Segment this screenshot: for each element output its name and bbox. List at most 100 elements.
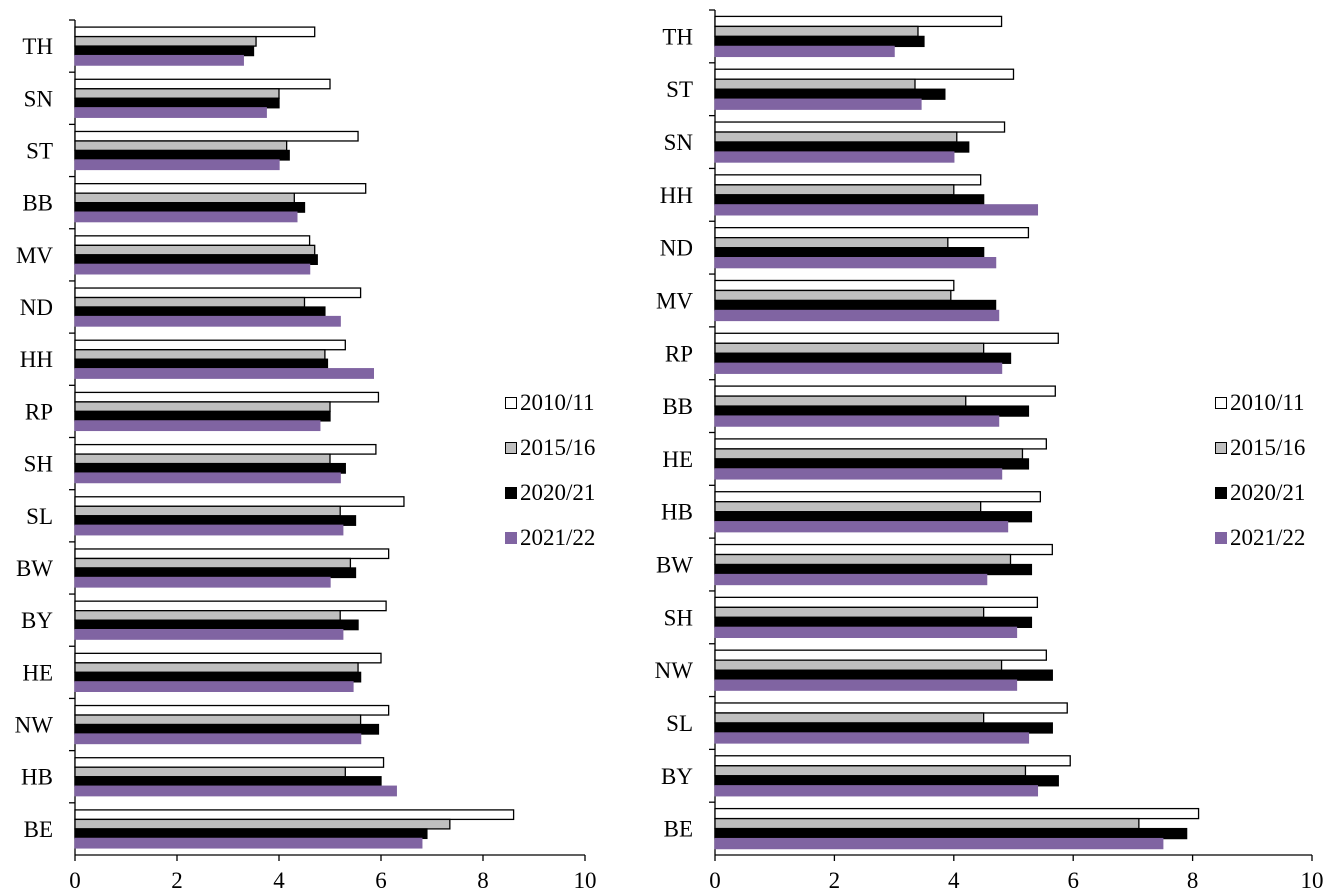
legend-item: 2020/21 [1215,470,1305,515]
x-tick-label: 8 [477,868,489,893]
x-tick-label: 4 [273,868,285,893]
bar-hb-series-2 [714,501,982,513]
x-tick-label: 10 [574,868,597,893]
bar-rp-series-4 [714,362,1003,374]
bar-sh-series-1 [714,596,1039,608]
bar-by-series-1 [714,755,1071,767]
legend-label: 2015/16 [1230,434,1306,460]
bar-sl-series-4 [74,524,344,536]
x-tick-label: 8 [1187,868,1199,893]
bar-sl-series-2 [714,712,985,724]
category-label: BW [16,556,53,581]
bar-rp-series-4 [74,420,321,432]
category-label: BB [22,191,53,216]
bar-he-series-4 [74,681,354,692]
x-tick-label: 2 [171,868,183,893]
category-label: SN [24,86,54,111]
bar-hb-series-3 [714,511,1033,523]
legend-item: 2020/21 [505,470,595,515]
right-chart-legend: 2010/11 2015/16 2020/21 2021/22 [1215,380,1305,560]
bar-nd-series-1 [714,227,1030,239]
bar-st-series-4 [714,98,922,110]
bar-bw-series-4 [74,576,331,588]
bar-he-series-1 [714,438,1047,450]
category-label: MV [656,288,693,313]
category-label: BY [21,608,53,633]
bar-by-series-2 [714,765,1027,777]
category-label: ND [660,236,693,261]
legend-item: 2015/16 [505,425,595,470]
category-label: HB [21,765,53,790]
legend-swatch [505,441,517,454]
category-label: HE [662,447,693,472]
category-label: NW [15,713,54,738]
bar-bb-series-4 [714,415,1000,427]
bar-sl-series-4 [714,732,1030,744]
category-label: SH [664,605,693,630]
legend-label: 2021/22 [1230,524,1306,550]
bar-nw-series-2 [714,659,1003,671]
bar-he-series-2 [714,448,1024,460]
legend-label: 2021/22 [520,524,596,550]
legend-label: 2020/21 [1230,479,1306,505]
category-label: ST [666,77,693,102]
bar-bb-series-1 [714,385,1056,397]
legend-swatch [505,486,517,499]
bar-bw-series-2 [714,553,1012,566]
legend-item: 2021/22 [505,515,595,560]
bar-nd-series-2 [714,237,949,249]
bar-nw-series-4 [74,733,362,745]
bar-be-series-1 [714,807,1200,820]
legend-label: 2015/16 [520,434,596,460]
bar-mv-series-1 [714,279,955,292]
category-label: SN [664,130,694,155]
bar-bb-series-3 [714,405,1030,417]
bar-bw-series-3 [714,563,1033,576]
bar-bw-series-1 [714,543,1053,556]
bar-by-series-4 [714,785,1039,797]
bar-sn-series-4 [714,151,955,163]
bar-sl-series-3 [714,722,1053,734]
legend-swatch [505,396,517,409]
bar-hb-series-4 [74,785,397,797]
bar-bb-series-4 [74,211,298,223]
bar-he-series-3 [714,458,1030,470]
bar-th-series-2 [714,25,919,38]
category-label: BB [662,394,693,419]
bar-sh-series-2 [714,606,985,618]
bar-hb-series-1 [714,491,1042,503]
category-label: BW [656,553,693,578]
legend-swatch [1215,441,1227,454]
bar-nw-series-4 [714,679,1018,691]
bar-nw-series-3 [714,669,1053,681]
bar-sh-series-3 [714,616,1033,628]
x-tick-label: 6 [1067,868,1079,893]
bar-hh-series-4 [714,204,1039,216]
legend-swatch [1215,486,1227,499]
legend-item: 2010/11 [1215,380,1305,425]
x-tick-label: 6 [375,868,387,893]
bar-hh-series-4 [74,368,375,379]
bar-th-series-3 [714,35,925,48]
category-label: SL [666,711,693,736]
bar-be-series-4 [714,837,1164,850]
bar-be-series-2 [714,817,1140,830]
category-label: TH [22,34,53,59]
category-label: ST [26,138,53,163]
category-label: HH [20,347,53,372]
legend-item: 2010/11 [505,380,595,425]
bar-st-series-3 [714,88,946,100]
bar-st-series-2 [714,78,916,90]
legend-item: 2021/22 [1215,515,1305,560]
bar-th-series-1 [714,15,1003,28]
category-label: NW [655,658,694,683]
bar-sn-series-4 [74,107,267,118]
legend-label: 2010/11 [520,389,595,415]
x-tick-label: 0 [69,868,81,893]
bar-st-series-1 [714,68,1015,80]
bar-mv-series-2 [714,289,952,302]
x-tick-label: 4 [948,868,960,893]
